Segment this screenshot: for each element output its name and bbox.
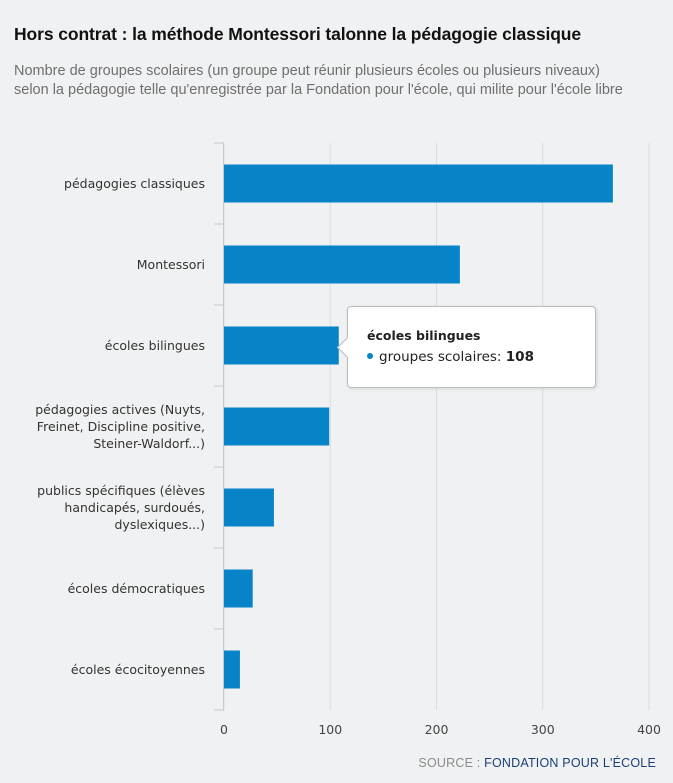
source-link[interactable]: FONDATION POUR L'ÉCOLE	[484, 756, 656, 770]
category-label: écoles écocitoyennes	[71, 662, 205, 677]
x-tick-label: 0	[220, 722, 228, 737]
source-prefix: SOURCE :	[418, 756, 481, 770]
x-tick-label: 400	[637, 722, 661, 737]
x-tick-label: 300	[531, 722, 555, 737]
tooltip: écoles bilingues groupes scolaires: 108	[336, 306, 596, 388]
chart-title: Hors contrat : la méthode Montessori tal…	[14, 24, 582, 44]
category-label: pédagogies classiques	[64, 176, 205, 191]
category-label: écoles démocratiques	[68, 581, 205, 596]
category-label: Freinet, Discipline positive,	[37, 419, 205, 434]
source-credit: SOURCE : FONDATION POUR L'ÉCOLE	[418, 756, 656, 770]
category-label: dyslexiques...)	[114, 517, 205, 532]
tooltip-category: écoles bilingues	[367, 328, 481, 343]
bar	[224, 569, 253, 608]
category-label: écoles bilingues	[105, 338, 205, 353]
x-axis-ticks: 0 100 200 300 400	[220, 722, 661, 737]
bars	[224, 164, 613, 689]
chart-subtitle: Nombre de groupes scolaires (un groupe p…	[14, 63, 623, 98]
tooltip-value: 108	[505, 349, 534, 365]
category-label: Steiner-Waldorf...)	[93, 436, 205, 451]
bar	[224, 650, 240, 689]
bar	[224, 245, 460, 284]
tooltip-row: groupes scolaires: 108	[367, 349, 534, 365]
category-label: pédagogies actives (Nuyts,	[35, 402, 205, 417]
bar	[224, 326, 339, 365]
tooltip-series-name: groupes scolaires:	[379, 349, 502, 365]
bar	[224, 164, 613, 203]
category-labels: pédagogies classiques Montessori écoles bi…	[35, 176, 205, 677]
bar	[224, 407, 330, 446]
category-label: Montessori	[137, 257, 205, 272]
category-label: handicapés, surdoués,	[64, 500, 205, 515]
series-dot-icon	[367, 353, 373, 359]
x-tick-label: 200	[425, 722, 449, 737]
category-label: publics spécifiques (élèves	[37, 483, 205, 498]
x-tick-label: 100	[318, 722, 342, 737]
bar	[224, 488, 274, 527]
